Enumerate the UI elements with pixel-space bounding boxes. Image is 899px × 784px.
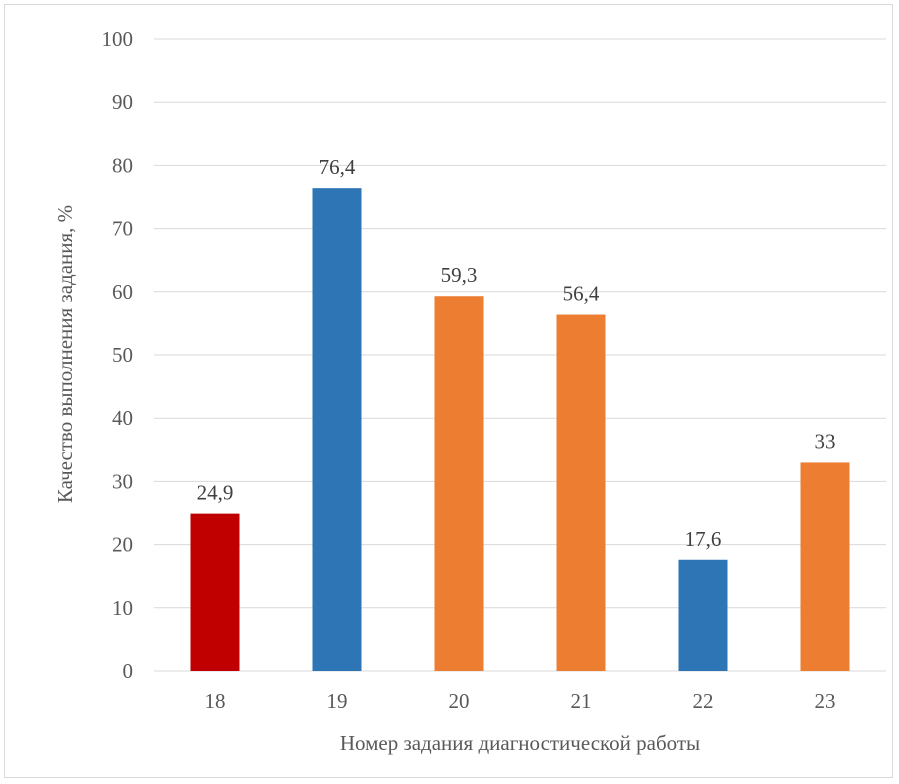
data-label-20: 59,3: [441, 263, 478, 287]
y-tick-label: 0: [123, 659, 134, 683]
y-axis-title: Качество выполнения задания, %: [53, 205, 77, 503]
bar-23: [800, 462, 850, 671]
x-tick-label-21: 21: [571, 689, 592, 713]
x-axis-ticks: 18 19 20 21 22 23: [205, 689, 836, 713]
data-labels: 24,9 76,4 59,3 56,4 17,6 33: [197, 155, 836, 551]
y-tick-label: 20: [112, 533, 133, 557]
x-axis-title: Номер задания диагностической работы: [340, 731, 700, 755]
bar-19: [312, 188, 362, 672]
data-label-19: 76,4: [319, 155, 356, 179]
gridlines: [154, 38, 886, 672]
bar-18: [190, 513, 240, 671]
bars: [190, 188, 850, 672]
y-tick-label: 30: [112, 469, 133, 493]
y-tick-label: 70: [112, 217, 133, 241]
x-tick-label-18: 18: [205, 689, 226, 713]
x-tick-label-23: 23: [815, 689, 836, 713]
data-label-23: 33: [815, 429, 836, 453]
y-tick-label: 60: [112, 280, 133, 304]
x-tick-label-20: 20: [449, 689, 470, 713]
y-tick-label: 40: [112, 406, 133, 430]
bar-22: [678, 559, 728, 671]
bar-21: [556, 314, 606, 671]
y-tick-label: 100: [102, 27, 134, 51]
y-tick-label: 80: [112, 153, 133, 177]
x-tick-label-22: 22: [693, 689, 714, 713]
bar-20: [434, 296, 484, 671]
data-label-18: 24,9: [197, 481, 234, 505]
data-label-21: 56,4: [563, 282, 600, 306]
y-axis-ticks: 0 10 20 30 40 50 60 70 80 90 100: [102, 27, 134, 683]
x-tick-label-19: 19: [327, 689, 348, 713]
data-label-22: 17,6: [685, 527, 722, 551]
y-tick-label: 90: [112, 90, 133, 114]
y-tick-label: 10: [112, 596, 133, 620]
y-tick-label: 50: [112, 343, 133, 367]
